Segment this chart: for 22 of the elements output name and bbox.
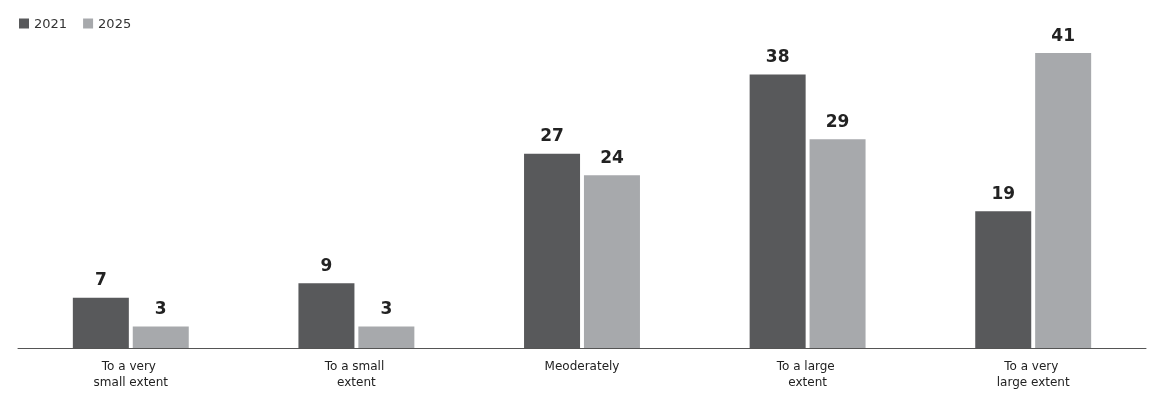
bar (583, 175, 640, 348)
bar (809, 139, 866, 348)
x-tick-label: Meoderately (544, 359, 620, 373)
data-label: 38 (765, 46, 790, 67)
data-label: 9 (320, 254, 333, 275)
data-label: 19 (991, 182, 1016, 203)
data-label: 29 (825, 110, 850, 131)
data-label: 41 (1051, 24, 1075, 45)
data-label: 7 (94, 269, 107, 290)
bar (1035, 53, 1092, 348)
legend-label: 2025 (98, 16, 132, 31)
x-tick-label: To a small extent (323, 359, 389, 389)
data-label: 3 (154, 297, 167, 318)
x-tick-label: To a very large extent (996, 359, 1070, 389)
x-tick-label: To a very small extent (93, 359, 169, 389)
data-label: 27 (540, 125, 564, 146)
data-label: 24 (600, 146, 624, 167)
x-tick-label: To a large extent (775, 359, 839, 389)
bar (132, 326, 189, 348)
bar (358, 326, 415, 348)
data-label: 3 (380, 297, 393, 318)
legend-label: 2021 (34, 16, 68, 31)
